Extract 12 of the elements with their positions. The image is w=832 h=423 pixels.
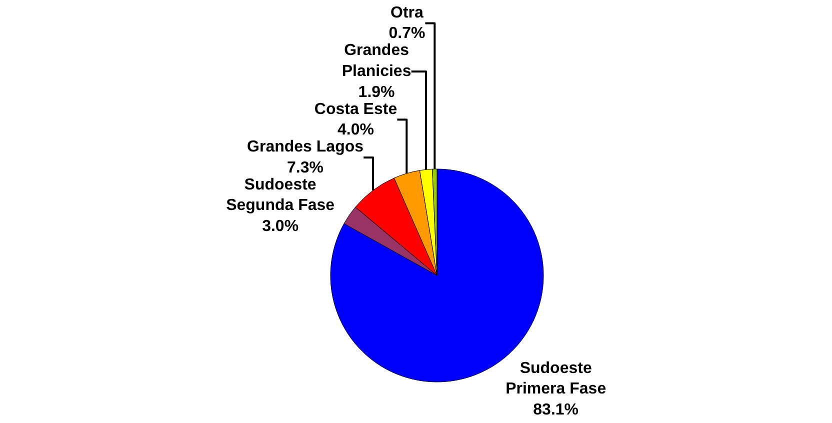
slice-label: Otra (390, 4, 424, 22)
data-label: 3.0% (262, 218, 299, 235)
data-label: 83.1% (533, 401, 579, 418)
slice-label: Costa Este (314, 100, 398, 118)
data-label: 4.0% (338, 122, 374, 139)
data-label: 7.3% (287, 159, 324, 176)
data-label: 1.9% (358, 84, 395, 101)
data-label: 0.7% (388, 25, 426, 42)
slice-label: Grandes Planicies (342, 42, 412, 80)
slice-label: Sudoeste Segunda Fase (226, 176, 335, 214)
slice-label: Grandes Lagos (247, 138, 364, 156)
slice-label: Sudoeste Primera Fase (506, 360, 606, 398)
